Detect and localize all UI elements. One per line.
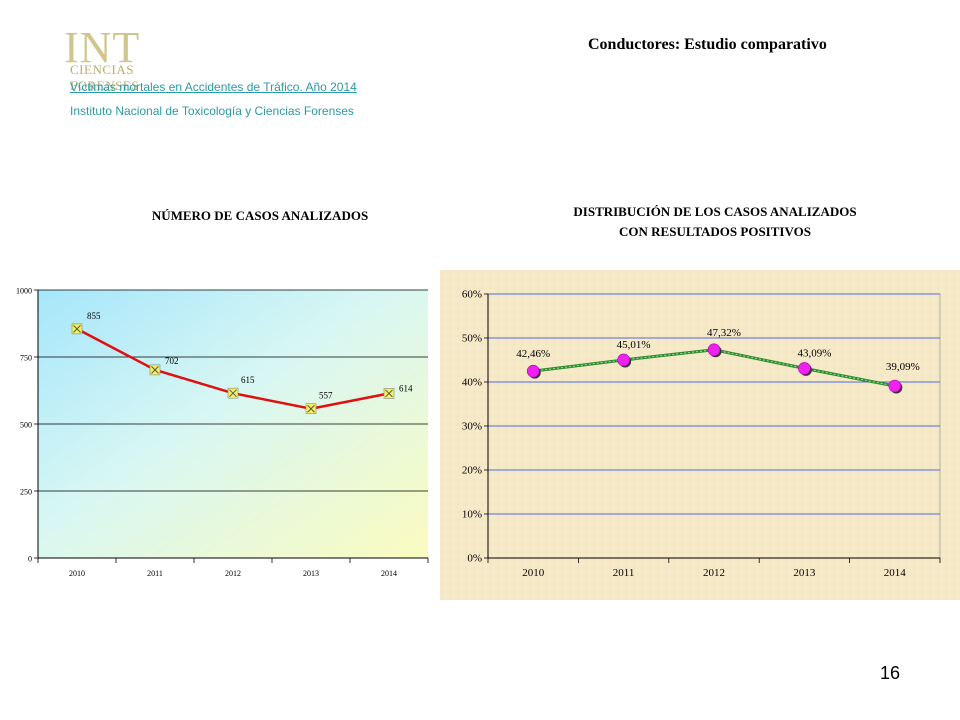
- right-xtick-label: 2011: [613, 567, 635, 579]
- right-xtick-label: 2013: [793, 567, 816, 579]
- right-ytick-label: 10%: [462, 509, 482, 521]
- left-data-label: 557: [319, 391, 333, 401]
- left-data-label: 702: [165, 356, 179, 366]
- right-xtick-label: 2012: [703, 567, 725, 579]
- left-ytick-label: 750: [20, 354, 32, 363]
- left-xtick-label: 2012: [225, 569, 241, 578]
- right-series-line-highlight: [533, 349, 895, 387]
- left-series: 855 702 615 557 614: [71, 311, 413, 415]
- right-point: [798, 362, 811, 375]
- right-data-label: 47,32%: [707, 327, 741, 339]
- right-point: [526, 364, 540, 378]
- positive-results-chart: 0% 10% 20% 30% 40% 50% 60% 2010 2011 2012 2013 2014…: [440, 270, 960, 600]
- logo-subtext: CIENCIAS FORENSES: [70, 62, 140, 93]
- left-point-x2: [151, 366, 159, 374]
- left-data-label: 614: [399, 383, 413, 393]
- right-point: [617, 353, 630, 367]
- left-xtick-label: 2013: [303, 569, 319, 578]
- right-point: [888, 379, 902, 393]
- right-axes: 0% 10% 20% 30% 40% 50% 60% 2010 2011 2012 2013 2014: [462, 289, 941, 579]
- left-xtick-label: 2010: [69, 569, 85, 578]
- right-ytick-label: 50%: [462, 333, 482, 345]
- cases-analyzed-chart: 0 250 500 750 1000 2010 2011 2012 2013 2014 855 70…: [16, 287, 429, 578]
- left-chart-title: NÚMERO DE CASOS ANALIZADOS: [151, 208, 369, 223]
- left-point-x2: [307, 404, 315, 413]
- right-ytick-label: 40%: [462, 377, 482, 389]
- right-ytick-label: 0%: [467, 553, 482, 565]
- left-ytick-label: 1000: [16, 287, 32, 296]
- left-point-x2: [385, 389, 393, 398]
- int-logo: INT CIENCIAS FORENSES: [64, 23, 184, 94]
- right-data-label: 39,09%: [886, 361, 920, 373]
- logo-text: INT: [64, 23, 141, 72]
- left-axes: 0 250 500 750 1000 2010 2011 2012 2013 2014: [16, 287, 429, 578]
- right-data-label: 43,09%: [797, 347, 831, 359]
- right-xtick-label: 2010: [522, 567, 545, 579]
- left-point-x2: [73, 325, 81, 333]
- right-chart-title-line2: CON RESULTADOS POSITIVOS: [619, 224, 811, 239]
- right-data-label: 45,01%: [617, 339, 651, 351]
- left-ytick-label: 0: [28, 555, 32, 564]
- right-ytick-label: 20%: [462, 465, 482, 477]
- left-gridlines: [38, 289, 428, 492]
- right-series: 42,46% 45,01% 47,32% 43,09% 39,09%: [516, 327, 920, 394]
- report-link[interactable]: Víctimas mortales en Accidentes de Tráfi…: [70, 80, 357, 94]
- left-data-label: 855: [87, 311, 101, 321]
- right-xtick-label: 2014: [884, 567, 907, 579]
- left-point-x2: [229, 389, 237, 398]
- right-ytick-label: 60%: [462, 289, 482, 301]
- page-title: Conductores: Estudio comparativo: [588, 36, 827, 53]
- institute-name: Instituto Nacional de Toxicología y Cien…: [70, 104, 354, 118]
- right-ytick-label: 30%: [462, 421, 482, 433]
- right-chart-title: DISTRIBUCIÓN DE LOS CASOS ANALIZADOS CON…: [500, 202, 930, 242]
- left-data-label: 615: [241, 375, 255, 385]
- left-ytick-label: 500: [20, 421, 32, 430]
- right-gridlines: [488, 293, 940, 515]
- left-ytick-label: 250: [20, 488, 32, 497]
- right-chart-title-line1: DISTRIBUCIÓN DE LOS CASOS ANALIZADOS: [573, 204, 857, 219]
- right-data-label: 42,46%: [516, 348, 550, 360]
- page-number: 16: [880, 663, 901, 683]
- left-xtick-label: 2011: [147, 569, 163, 578]
- left-xtick-label: 2014: [381, 569, 397, 578]
- right-point: [707, 343, 721, 357]
